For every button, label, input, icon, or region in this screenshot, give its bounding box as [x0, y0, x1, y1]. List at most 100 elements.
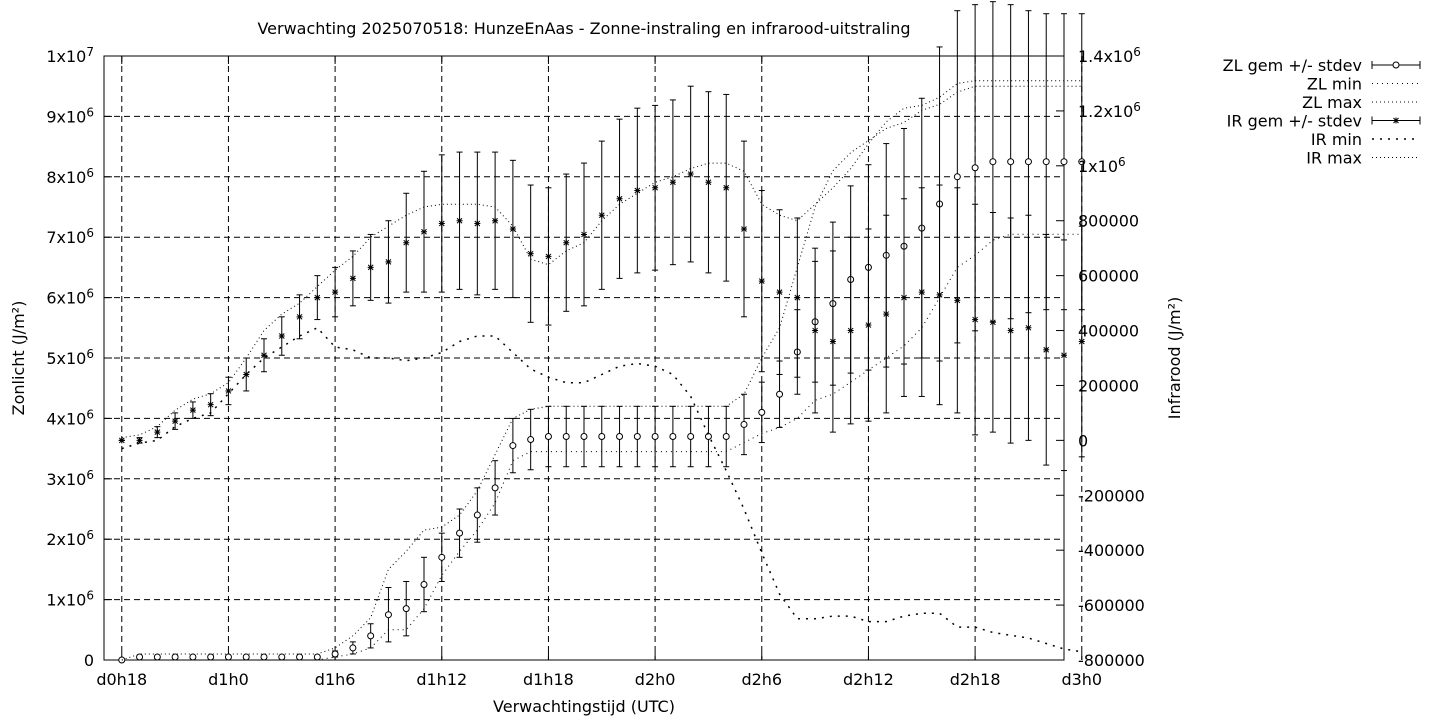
y-axis-label-right: Infrarood (J/m²) [1165, 297, 1184, 420]
data-point [331, 650, 339, 658]
y-tick-label-left: 1x107 [46, 45, 94, 66]
data-point [172, 418, 179, 425]
data-point [384, 611, 392, 619]
series-zl-min [121, 233, 1082, 661]
data-point [989, 319, 996, 326]
data-point [722, 433, 730, 441]
data-point [473, 511, 481, 519]
series-line [121, 326, 1082, 653]
data-point [847, 327, 854, 334]
data-point [118, 437, 125, 444]
data-point [189, 653, 197, 661]
data-point [581, 231, 587, 238]
y-tick-label-left: 9x106 [46, 105, 94, 126]
data-point [918, 289, 925, 296]
data-point [402, 605, 410, 613]
y-tick-label-right: 800000 [1078, 212, 1139, 231]
x-tick-label: d1h12 [416, 670, 467, 689]
data-point [349, 275, 356, 282]
y-tick-label-right: 1x106 [1078, 155, 1126, 176]
data-point [598, 433, 606, 441]
data-point [527, 250, 534, 257]
x-tick-label: d1h18 [523, 670, 574, 689]
legend-label: ZL gem +/- stdev [1223, 56, 1362, 75]
legend-label: IR max [1306, 149, 1362, 168]
data-point [438, 220, 445, 227]
data-point [509, 225, 516, 232]
y-tick-label-left: 7x106 [46, 226, 94, 247]
data-point [723, 184, 730, 191]
legend-label: IR min [1311, 130, 1362, 149]
data-point [367, 632, 375, 640]
data-point [562, 433, 570, 441]
y-tick-label-right: -800000 [1078, 651, 1145, 670]
data-point [598, 212, 605, 219]
data-point [652, 184, 659, 191]
data-point [651, 433, 659, 441]
data-point [669, 179, 676, 186]
x-tick-label: d3h0 [1061, 670, 1102, 689]
x-axis-label: Verwachtingstijd (UTC) [493, 697, 675, 716]
data-point [1024, 158, 1032, 166]
series-line [121, 85, 1082, 661]
data-point [687, 171, 694, 178]
legend-label: ZL max [1302, 93, 1362, 112]
data-point [705, 179, 712, 186]
y-tick-label-right: -400000 [1078, 541, 1145, 560]
data-point [278, 653, 286, 661]
y-axis-label-left: Zonlicht (J/m²) [9, 301, 28, 416]
data-point [776, 289, 783, 296]
y-tick-label-right: 1.2x106 [1078, 100, 1141, 121]
data-point [704, 433, 712, 441]
y-tick-label-right: 600000 [1078, 267, 1139, 286]
data-point [758, 278, 765, 285]
data-point [242, 653, 250, 661]
y-tick-label-left: 8x106 [46, 166, 94, 187]
data-point [118, 656, 126, 664]
x-tick-label: d1h0 [208, 670, 249, 689]
data-point [545, 253, 552, 260]
y-tick-label-left: 5x106 [46, 347, 94, 368]
y-tick-label-left: 2x106 [46, 528, 94, 549]
data-point [953, 173, 961, 181]
legend-label: ZL min [1307, 75, 1362, 94]
data-point [509, 442, 517, 450]
data-point [1043, 346, 1050, 353]
data-point [421, 228, 427, 235]
chart-title: Verwachting 2025070518: HunzeEnAas - Zon… [257, 19, 910, 38]
data-point [1078, 338, 1085, 345]
data-point [136, 653, 144, 661]
data-point [224, 653, 232, 661]
x-tick-label: d0h18 [96, 670, 147, 689]
data-point [1060, 158, 1068, 166]
data-point [580, 433, 588, 441]
data-point [687, 433, 695, 441]
data-point [207, 653, 215, 661]
data-point [313, 653, 321, 661]
legend-marker [1392, 61, 1400, 69]
series-line [121, 233, 1082, 661]
data-point [616, 433, 624, 441]
data-point [794, 294, 801, 301]
data-point [153, 653, 161, 661]
data-point [1061, 352, 1067, 359]
data-point [278, 333, 285, 340]
data-point [225, 387, 232, 394]
data-point [633, 433, 641, 441]
x-tick-label: d2h12 [843, 670, 894, 689]
data-point [154, 429, 161, 436]
data-point [634, 187, 641, 194]
y-tick-label-right: 1.4x106 [1078, 45, 1141, 66]
data-point [349, 644, 357, 652]
data-point [207, 401, 214, 408]
data-point [243, 371, 250, 378]
y-tick-label-right: 400000 [1078, 322, 1139, 341]
x-tick-label: d2h0 [635, 670, 676, 689]
data-point [1007, 327, 1014, 334]
data-point [456, 529, 464, 537]
data-point [456, 217, 463, 224]
data-point [1078, 158, 1086, 166]
y-tick-label-left: 4x106 [46, 407, 94, 428]
